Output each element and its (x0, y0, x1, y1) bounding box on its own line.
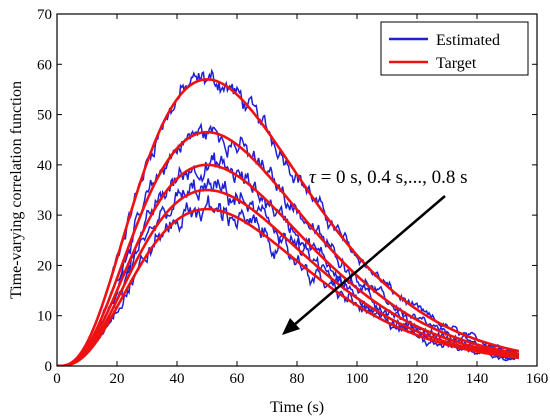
arrow-head (282, 318, 300, 335)
x-tick-label: 160 (526, 371, 549, 387)
y-tick-label: 60 (37, 57, 52, 73)
tau-annotation: τ = 0 s, 0.4 s,..., 0.8 s (309, 167, 467, 188)
target-curve (57, 130, 520, 366)
target-series (57, 78, 520, 366)
x-tick-label: 80 (290, 371, 305, 387)
x-axis: 0 20 40 60 80 100 120 140 160 (53, 14, 548, 387)
legend-box (380, 21, 529, 76)
tau-symbol: τ (309, 167, 317, 188)
x-axis-title: Time (s) (270, 399, 324, 416)
y-tick-label: 10 (37, 309, 52, 325)
target-curve (57, 163, 520, 366)
x-tick-label: 0 (53, 371, 61, 387)
target-curve (57, 207, 520, 366)
x-tick-label: 140 (466, 371, 489, 387)
plot-area (57, 68, 520, 366)
y-tick-label: 20 (37, 258, 52, 274)
x-tick-label: 20 (110, 371, 125, 387)
arrow-shaft (293, 195, 446, 326)
y-tick-label: 0 (45, 359, 53, 375)
direction-arrow (282, 195, 446, 335)
y-axis: 0 10 20 30 40 50 60 70 (37, 7, 537, 375)
y-tick-label: 50 (37, 108, 52, 124)
y-tick-label: 40 (37, 158, 52, 174)
x-tick-label: 100 (346, 371, 369, 387)
legend-label-estimated: Estimated (436, 32, 500, 49)
y-tick-label: 70 (37, 7, 52, 23)
target-curve (57, 78, 520, 366)
x-tick-label: 120 (406, 371, 429, 387)
legend-label-target: Target (436, 55, 477, 72)
tau-annotation-text: = 0 s, 0.4 s,..., 0.8 s (316, 167, 468, 188)
y-tick-label: 30 (37, 208, 52, 224)
target-curve (57, 188, 520, 366)
x-tick-label: 60 (230, 371, 245, 387)
x-tick-label: 40 (170, 371, 185, 387)
legend: Estimated Target (380, 21, 529, 76)
y-axis-title: Time-varying correlation function (8, 81, 25, 299)
